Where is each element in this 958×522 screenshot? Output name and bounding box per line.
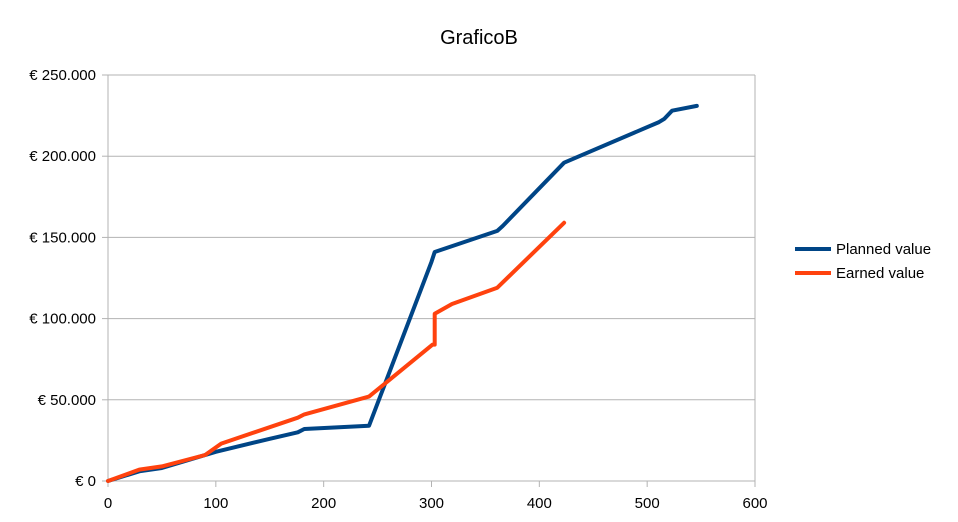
x-tick-label: 0 bbox=[104, 495, 112, 512]
legend-label-earned-value: Earned value bbox=[836, 265, 924, 282]
series-lines bbox=[106, 103, 699, 483]
chart-title: GraficoB bbox=[440, 27, 518, 49]
x-tick-label: 200 bbox=[311, 495, 336, 512]
y-tick-label: € 0 bbox=[75, 473, 96, 490]
y-tick-label: € 250.000 bbox=[29, 67, 96, 84]
y-tick-label: € 100.000 bbox=[29, 311, 96, 328]
x-tick-label: 100 bbox=[203, 495, 228, 512]
y-tick-label: € 50.000 bbox=[38, 392, 96, 409]
x-tick-label: 500 bbox=[635, 495, 660, 512]
y-tick-label: € 150.000 bbox=[29, 229, 96, 246]
x-tick-label: 400 bbox=[527, 495, 552, 512]
x-tick-label: 300 bbox=[419, 495, 444, 512]
x-tick-label: 600 bbox=[742, 495, 767, 512]
planned-value-line bbox=[106, 103, 699, 483]
legend: Planned value Earned value bbox=[795, 241, 931, 282]
y-tick-label: € 200.000 bbox=[29, 148, 96, 165]
axes: € 0 € 50.000 € 100.000 € 150.000 € 200.000 € … bbox=[29, 67, 767, 512]
earned-value-line bbox=[106, 220, 567, 483]
legend-label-planned-value: Planned value bbox=[836, 241, 931, 258]
gridlines bbox=[108, 74, 755, 482]
